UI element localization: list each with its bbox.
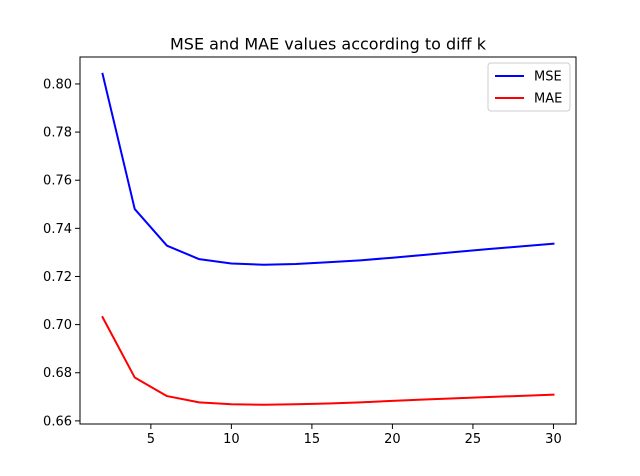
y-tick-label: 0.72 bbox=[43, 270, 72, 285]
x-tick-label: 5 bbox=[147, 432, 155, 447]
y-tick-label: 0.74 bbox=[43, 222, 72, 237]
x-tick-label: 25 bbox=[465, 432, 482, 447]
chart-title: MSE and MAE values according to diff k bbox=[170, 35, 487, 54]
y-tick-label: 0.70 bbox=[43, 318, 72, 333]
x-tick-label: 30 bbox=[545, 432, 562, 447]
plot-area: 5 10 15 20 25 30 0.66 0.68 0.70 0.72 0.74 0.76 0.78 0… bbox=[43, 56, 577, 447]
x-tick-label: 10 bbox=[223, 432, 240, 447]
y-tick-label: 0.80 bbox=[43, 77, 72, 92]
axes-frame bbox=[79, 56, 577, 425]
y-tick-label: 0.76 bbox=[43, 174, 72, 189]
y-tick-label: 0.68 bbox=[43, 366, 72, 381]
legend-label-mae: MAE bbox=[534, 92, 562, 107]
y-tick-label: 0.66 bbox=[43, 414, 72, 429]
y-tick-label: 0.78 bbox=[43, 126, 72, 141]
series-line-mse bbox=[101, 72, 555, 266]
x-tick-label: 15 bbox=[304, 432, 321, 447]
x-tick-label: 20 bbox=[384, 432, 401, 447]
series-line-mae bbox=[101, 315, 555, 406]
legend-label-mse: MSE bbox=[534, 70, 562, 85]
